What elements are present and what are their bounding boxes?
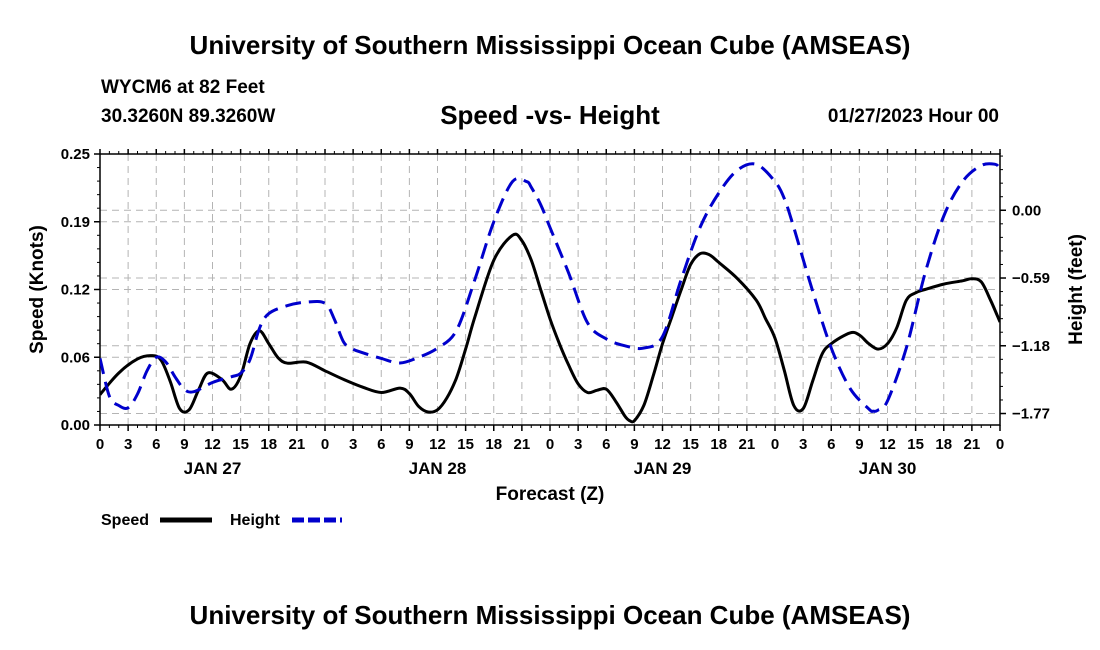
x-tick-label: 6	[827, 436, 835, 453]
chart-subtitle: Speed -vs- Height	[440, 100, 660, 130]
x-tick-label: 3	[349, 436, 357, 453]
x-tick-label: 3	[799, 436, 807, 453]
y-right-tick-label: −0.59	[1012, 270, 1050, 287]
x-tick-label: 6	[377, 436, 385, 453]
series-line-speed	[100, 232, 1000, 424]
y-left-tick-label: 0.12	[61, 282, 90, 299]
y-left-tick-label: 0.25	[61, 146, 90, 163]
x-tick-label: 9	[855, 436, 863, 453]
legend: Speed Height	[101, 512, 342, 529]
x-tick-label: 12	[879, 436, 896, 453]
x-tick-label: 9	[630, 436, 638, 453]
day-label: JAN 28	[409, 459, 467, 478]
y-left-axis-title: Speed (Knots)	[27, 225, 48, 354]
x-tick-label: 12	[204, 436, 221, 453]
main-title: University of Southern Mississippi Ocean…	[189, 30, 911, 60]
x-tick-label: 9	[405, 436, 413, 453]
x-axis-title: Forecast (Z)	[496, 484, 605, 505]
y-left-tick-label: 0.19	[61, 214, 90, 231]
station-label: WYCM6 at 82 Feet	[101, 77, 265, 98]
x-tick-label: 0	[321, 436, 329, 453]
x-tick-label: 18	[710, 436, 727, 453]
day-label: JAN 27	[184, 459, 242, 478]
x-tick-label: 6	[152, 436, 160, 453]
legend-label-height: Height	[230, 512, 280, 529]
y-right-tick-label: −1.18	[1012, 338, 1050, 355]
x-tick-label: 6	[602, 436, 610, 453]
x-tick-label: 3	[124, 436, 132, 453]
x-tick-label: 3	[574, 436, 582, 453]
x-tick-label: 12	[429, 436, 446, 453]
x-tick-label: 21	[289, 436, 306, 453]
x-tick-label: 21	[514, 436, 531, 453]
x-tick-label: 0	[546, 436, 554, 453]
x-tick-label: 0	[996, 436, 1004, 453]
x-tick-label: 18	[935, 436, 952, 453]
y-left-tick-label: 0.06	[61, 349, 90, 366]
legend-label-speed: Speed	[101, 512, 149, 529]
x-tick-label: 15	[682, 436, 699, 453]
series-layer	[100, 162, 1000, 424]
x-tick-label: 0	[96, 436, 104, 453]
y-right-tick-label: −1.77	[1012, 406, 1050, 423]
grid-layer	[100, 154, 1000, 425]
axis-layer	[94, 149, 1006, 431]
y-right-axis-title: Height (feet)	[1066, 234, 1087, 345]
x-tick-label: 18	[485, 436, 502, 453]
day-label: JAN 30	[859, 459, 917, 478]
x-tick-label: 0	[771, 436, 779, 453]
x-tick-label: 18	[260, 436, 277, 453]
x-tick-label: 21	[964, 436, 981, 453]
day-label: JAN 29	[634, 459, 692, 478]
forecast-datetime: 01/27/2023 Hour 00	[827, 106, 999, 127]
x-tick-label: 15	[457, 436, 474, 453]
x-tick-label: 15	[907, 436, 924, 453]
y-left-tick-label: 0.00	[61, 417, 90, 434]
label-layer: 0 3 6 9 12 15 18 21 0 3 6 9 12 15 18 21 0 3 6 9 12 15 18 21 0 3 6 9…	[27, 146, 1087, 505]
station-coordinates: 30.3260N 89.3260W	[101, 106, 276, 127]
plot-frame	[99, 153, 1001, 426]
footer-title: University of Southern Mississippi Ocean…	[189, 600, 911, 630]
x-tick-label: 12	[654, 436, 671, 453]
x-tick-label: 15	[232, 436, 249, 453]
x-tick-label: 21	[739, 436, 756, 453]
y-right-tick-label: 0.00	[1012, 202, 1041, 219]
x-tick-label: 9	[180, 436, 188, 453]
